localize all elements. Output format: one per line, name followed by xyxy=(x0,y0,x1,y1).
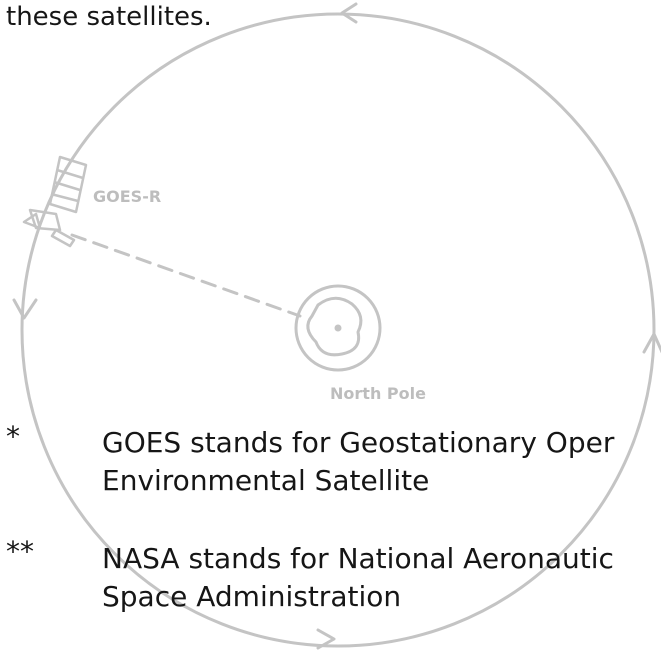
line-of-sight xyxy=(72,235,300,316)
pole-dot xyxy=(335,325,342,332)
satellite-label: GOES-R xyxy=(93,187,161,206)
footnote-line: NASA stands for National Aeronautic xyxy=(102,540,614,578)
continent xyxy=(308,298,361,355)
footnote-line: GOES stands for Geostationary Oper xyxy=(102,424,614,462)
footnote-line: Space Administration xyxy=(102,578,401,616)
satellite-icon xyxy=(24,157,86,246)
footnote-marker: ** xyxy=(6,535,34,568)
footnote-marker: * xyxy=(6,420,20,453)
footnote-line: Environmental Satellite xyxy=(102,462,429,500)
intro-text: these satellites. xyxy=(6,2,212,32)
orbit-arrow xyxy=(14,300,36,318)
page: {"intro_text": "these satellites.", "dia… xyxy=(0,0,661,654)
center-label: North Pole xyxy=(330,384,426,403)
